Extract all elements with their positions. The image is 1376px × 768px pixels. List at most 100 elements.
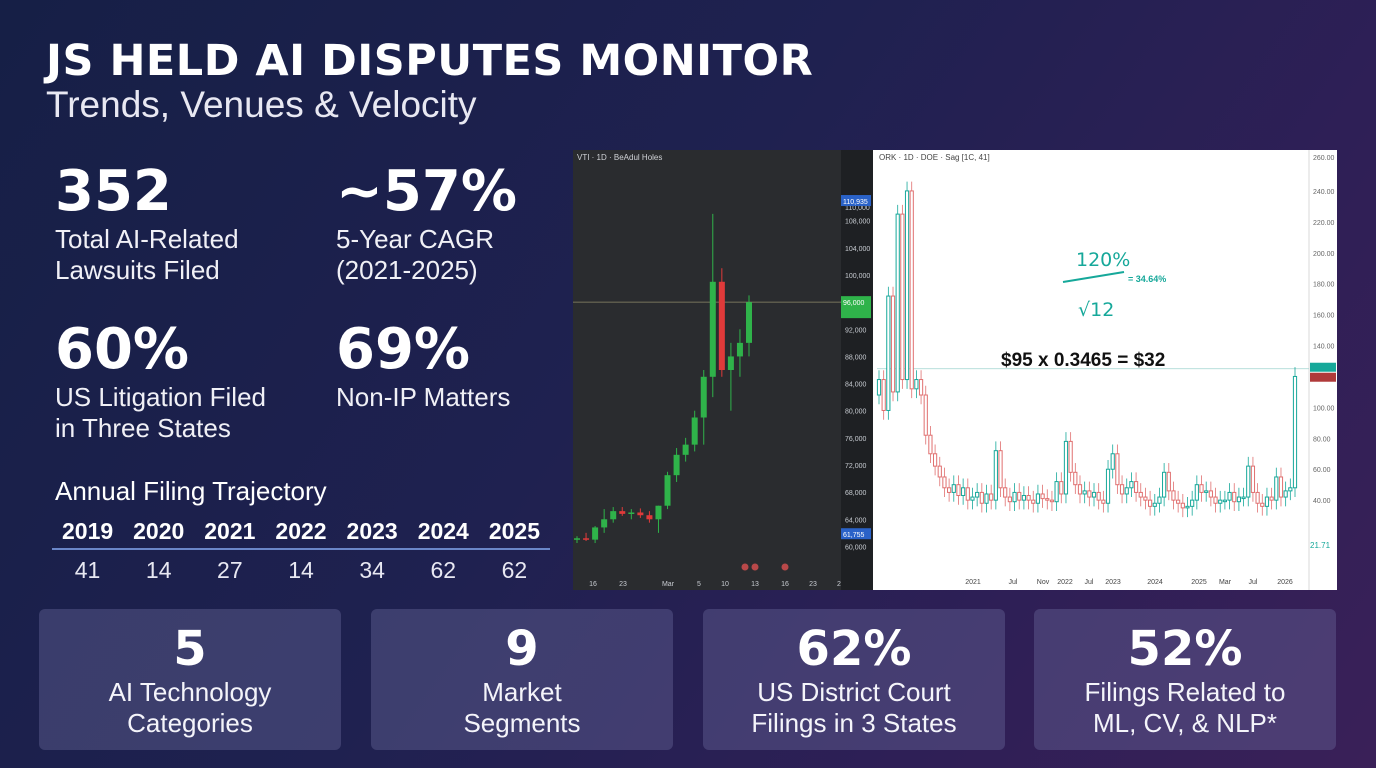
stat-label: 5-Year CAGR xyxy=(336,224,494,254)
candle-body xyxy=(900,213,905,381)
card-value: 62% xyxy=(796,621,912,677)
price-tag-bottom-label: 61,755 xyxy=(843,532,865,539)
candle-body xyxy=(970,496,975,501)
candle-body xyxy=(918,379,924,396)
candle-body xyxy=(1185,505,1190,509)
candle-body xyxy=(1236,496,1242,503)
price-tag-mid xyxy=(841,296,871,319)
x-tick-label: Mar xyxy=(1219,579,1232,586)
candle-body xyxy=(1063,440,1069,495)
candle-body xyxy=(610,511,617,520)
candle-body xyxy=(923,394,928,436)
y-tick-label: 88,000 xyxy=(845,354,867,361)
annotation-equation: $95 x 0.3465 = $32 xyxy=(1001,350,1165,371)
value-cell: 27 xyxy=(217,557,243,583)
x-tick-label: Jul xyxy=(1249,579,1258,586)
kpi-card-ml-cv-nlp: 52% Filings Related to ML, CV, & NLP* xyxy=(1034,609,1336,750)
page-title: JS HELD AI DISPUTES MONITOR xyxy=(46,36,814,86)
candle-body xyxy=(1190,499,1195,507)
y-tick-label: 68,000 xyxy=(845,490,867,497)
stat-label: Lawsuits Filed xyxy=(55,255,220,285)
candle-body xyxy=(1068,440,1073,473)
stat-value: 60% xyxy=(55,317,190,382)
event-marker xyxy=(781,563,789,571)
candle-body xyxy=(1232,491,1237,503)
x-tick-label: 2023 xyxy=(1105,579,1121,586)
annotation-fraction-bar xyxy=(1062,271,1125,283)
candle-body xyxy=(895,213,900,393)
candle-body xyxy=(956,484,961,497)
y-tick-label: 76,000 xyxy=(845,436,867,443)
trajectory-title: Annual Filing Trajectory xyxy=(55,476,327,506)
dark-candlestick-chart: VTI · 1D · BeAdul Holes 110,000 108,000 104… xyxy=(573,150,873,590)
stat-value: 69% xyxy=(336,317,471,382)
stat-cagr: ~57% 5-Year CAGR (2021-2025) xyxy=(336,160,517,286)
x-tick-label: Jul xyxy=(1009,579,1018,586)
stat-total-lawsuits: 352 Total AI-Related Lawsuits Filed xyxy=(55,160,239,286)
page-subtitle: Trends, Venues & Velocity xyxy=(46,84,477,125)
annotation-fraction-top: 120% xyxy=(1076,249,1130,271)
candle-body xyxy=(592,527,599,540)
candle-body xyxy=(691,417,698,445)
x-tick-label: 13 xyxy=(751,581,759,588)
candle-body xyxy=(1208,490,1213,498)
candle-body xyxy=(637,512,644,516)
candle-body xyxy=(746,302,752,343)
x-tick-label: 23 xyxy=(809,581,817,588)
year-cell: 2019 xyxy=(61,518,114,544)
candle-body xyxy=(989,493,994,501)
candle-body xyxy=(1054,481,1059,503)
x-tick-label: 2 xyxy=(837,581,841,588)
event-marker xyxy=(741,563,749,571)
value-cell: 62 xyxy=(430,557,457,583)
card-label: US District Court xyxy=(757,677,951,707)
candle-body xyxy=(909,190,914,390)
y-tick-label: 92,000 xyxy=(845,327,867,334)
candle-body xyxy=(1110,453,1115,470)
y-tick-label: 60,000 xyxy=(845,544,867,551)
x-tick-label: Nov xyxy=(1037,579,1050,586)
candle-body xyxy=(890,295,896,393)
stat-label: Non-IP Matters xyxy=(336,382,511,412)
y-tick-label: 84,000 xyxy=(845,382,867,389)
event-marker xyxy=(751,563,759,571)
candle-body xyxy=(1087,490,1092,498)
value-cell: 41 xyxy=(74,557,101,583)
candle-body xyxy=(1180,502,1185,509)
candle-body xyxy=(1213,496,1218,504)
card-label: Categories xyxy=(127,708,253,738)
candle-body xyxy=(1096,491,1101,501)
candle-body xyxy=(881,379,886,411)
candle-body xyxy=(718,281,725,370)
card-label: Market xyxy=(482,677,562,707)
candle-body xyxy=(1260,502,1265,507)
candle-body xyxy=(947,487,952,493)
candle-body xyxy=(961,487,966,497)
candle-body xyxy=(1124,487,1129,495)
year-cell: 2025 xyxy=(488,518,540,544)
candle-body xyxy=(1007,496,1012,503)
candle-body xyxy=(1152,502,1157,507)
trajectory-table: 2019 2020 2021 2022 2023 2024 2025 41 14… xyxy=(52,514,550,590)
year-cell: 2022 xyxy=(275,518,327,544)
candle-body xyxy=(1143,496,1148,501)
x-tick-label: 16 xyxy=(589,581,597,588)
y-tick-label: 140.00 xyxy=(1313,344,1335,351)
y-tick-label: 80,000 xyxy=(845,409,867,416)
candle-body xyxy=(1274,476,1279,501)
candle-body xyxy=(682,444,689,455)
candle-body xyxy=(1218,499,1223,504)
candle-body xyxy=(1166,471,1171,492)
chart-title: VTI · 1D · BeAdul Holes xyxy=(577,153,662,162)
y-tick-label: 220.00 xyxy=(1313,220,1335,227)
candle-body xyxy=(583,538,590,540)
candle-body xyxy=(1283,490,1288,498)
stat-label: US Litigation Filed xyxy=(55,382,266,412)
x-tick-label: 2026 xyxy=(1277,579,1293,586)
candle-body xyxy=(1171,490,1176,501)
y-tick-label: 100.00 xyxy=(1313,405,1335,412)
candle-body xyxy=(1138,491,1143,498)
x-tick-label: 2022 xyxy=(1057,579,1073,586)
kpi-card-tech-categories: 5 AI Technology Categories xyxy=(39,609,341,750)
candle-body xyxy=(1278,476,1284,498)
